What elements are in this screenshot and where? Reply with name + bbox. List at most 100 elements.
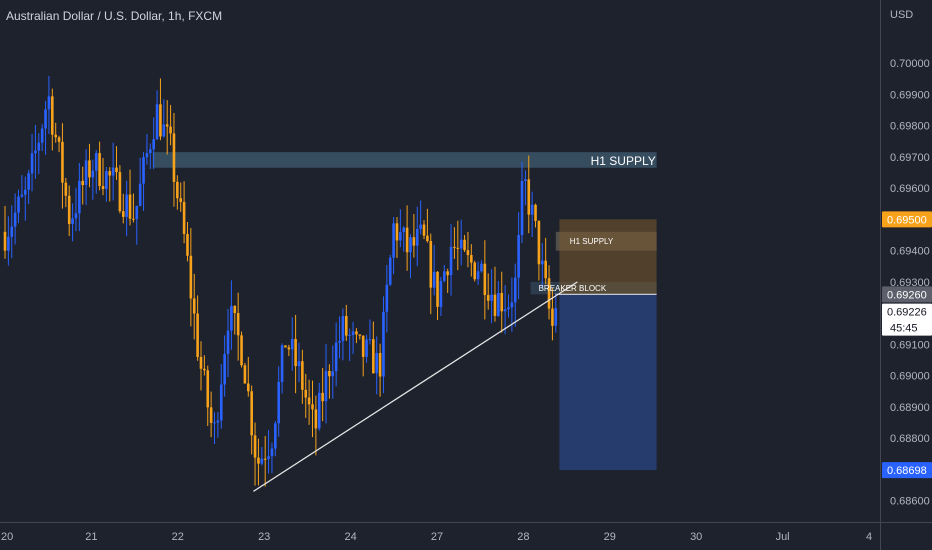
candle-body: [439, 280, 443, 307]
candle-body: [155, 104, 159, 140]
candle-body: [365, 339, 368, 357]
candle-body: [338, 340, 341, 343]
candle-body: [392, 223, 395, 258]
candle-body: [311, 404, 314, 410]
candle-body: [27, 173, 30, 190]
candle-body: [432, 271, 436, 288]
price-axis[interactable]: 0.70000 0.69900 0.69800 0.69700 0.69600 0.695…: [882, 58, 932, 508]
time-tick-label: 4: [866, 531, 872, 543]
candle-body: [274, 423, 277, 449]
candle-body: [149, 149, 152, 154]
candle-body: [294, 338, 297, 367]
candle-body: [179, 198, 183, 202]
take-profit-zone[interactable]: [559, 294, 657, 471]
candle-body: [372, 339, 375, 374]
candle-body: [240, 335, 243, 366]
candle-body: [328, 370, 331, 377]
candle-body: [159, 104, 162, 137]
candle-body: [145, 153, 149, 158]
candle-body: [47, 96, 51, 110]
time-tick-label: 23: [258, 531, 270, 543]
candle-body: [23, 189, 27, 195]
candle-body: [446, 271, 449, 276]
candle-body: [263, 458, 267, 460]
candle-body: [40, 128, 44, 143]
candle-body: [253, 435, 257, 458]
price-badge: [882, 462, 932, 479]
candle-body: [20, 194, 24, 197]
candle-body: [7, 236, 10, 251]
time-tick-label: 21: [85, 531, 97, 543]
candle-body: [172, 133, 176, 182]
zone-labels-layer: H1 SUPPLY H1 SUPPLY BREAKER BLOCK: [539, 154, 656, 293]
trendline[interactable]: [253, 281, 578, 492]
candle-body: [169, 126, 172, 134]
candle-body: [230, 305, 233, 331]
time-tick-label: 24: [344, 531, 356, 543]
candle-body: [317, 392, 321, 429]
candle-body: [358, 334, 362, 336]
candle-body: [547, 278, 551, 309]
candle-body: [466, 250, 470, 256]
candle-body: [395, 223, 399, 241]
candle-body: [497, 292, 500, 316]
candle-body: [341, 316, 345, 341]
candle-body: [71, 218, 74, 225]
price-tick-label: 0.69700: [890, 152, 930, 164]
price-badge-value: 0.69500: [887, 214, 927, 226]
candle-body: [524, 179, 527, 181]
candle-body: [537, 220, 541, 265]
stop-loss-zone[interactable]: [559, 219, 657, 295]
candle-body: [88, 160, 91, 178]
candle-body: [453, 246, 456, 248]
candle-body: [67, 195, 71, 225]
candle-body: [162, 124, 166, 137]
candle-body: [223, 353, 226, 385]
candle-body: [385, 284, 389, 312]
candle-body: [483, 263, 487, 296]
candle-body: [51, 96, 54, 135]
candle-body: [257, 457, 260, 464]
time-axis[interactable]: 20 21 22 23 24 27 28 29 30 Jul 4: [1, 531, 872, 543]
candle-body: [517, 235, 520, 278]
candle-body: [17, 196, 20, 213]
candle-body: [98, 153, 101, 187]
candle-body: [34, 150, 37, 154]
candle-body: [236, 313, 240, 336]
candle-body: [500, 292, 504, 312]
candle-body: [412, 237, 416, 246]
candle-body: [351, 331, 355, 335]
candle-body: [118, 172, 122, 212]
candle-body: [530, 204, 534, 215]
candle-body: [152, 139, 155, 150]
candle-body: [128, 194, 132, 219]
candle-body: [219, 384, 223, 421]
candle-body: [540, 260, 544, 265]
candle-body: [54, 134, 57, 138]
candle-body: [226, 330, 230, 354]
candle-body: [304, 389, 308, 398]
candle-body: [176, 181, 179, 199]
candle-body: [513, 277, 517, 303]
candle-body: [250, 391, 253, 436]
short-position-tool[interactable]: [555, 219, 657, 471]
currency-label: USD: [890, 9, 913, 21]
zone-label: H1 SUPPLY: [591, 154, 656, 168]
candle-body: [267, 456, 270, 460]
candle-body: [297, 361, 301, 367]
candle-body: [138, 183, 142, 206]
candle-body: [405, 227, 409, 253]
candle-body: [81, 180, 85, 186]
candle-body: [334, 342, 338, 372]
candle-body: [551, 308, 554, 326]
candle-body: [375, 353, 379, 374]
candle-body: [480, 263, 483, 272]
candle-body: [409, 237, 412, 253]
candle-body: [111, 167, 115, 176]
price-tick-label: 0.69800: [890, 121, 930, 133]
price-tick-label: 0.69900: [890, 89, 930, 101]
candle-body: [101, 186, 105, 189]
candle-body: [142, 157, 145, 184]
candle-body: [324, 370, 328, 402]
